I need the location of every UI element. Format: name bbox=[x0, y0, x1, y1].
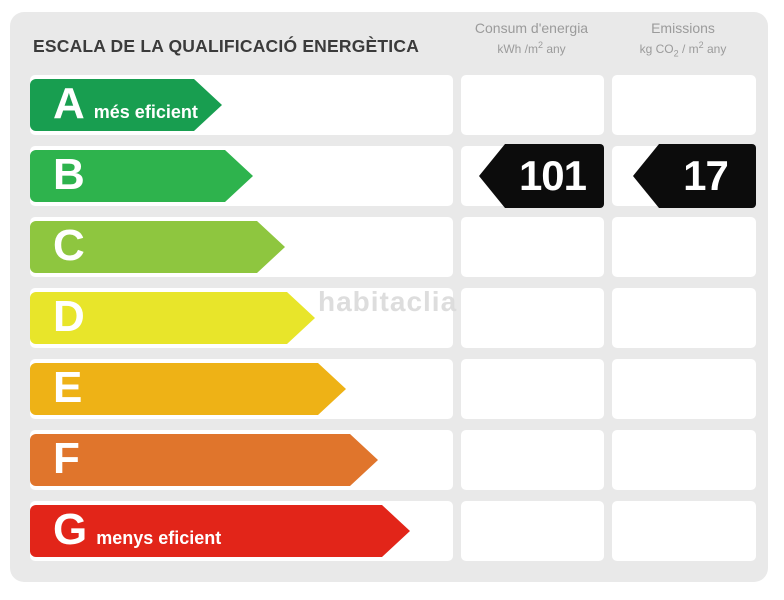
rating-row: E bbox=[30, 359, 756, 419]
rating-arrow: B bbox=[30, 150, 253, 202]
emissions-cell bbox=[612, 430, 756, 490]
consum-value: 101 bbox=[518, 152, 587, 199]
rating-arrow: D bbox=[30, 292, 315, 344]
rating-letter: B bbox=[53, 150, 85, 199]
rating-arrow: F bbox=[30, 434, 378, 486]
rating-row: F bbox=[30, 430, 756, 490]
emissions-cell bbox=[612, 75, 756, 135]
consum-cell bbox=[461, 430, 604, 490]
rating-arrow: A més eficient bbox=[30, 79, 222, 131]
consum-cell bbox=[461, 75, 604, 135]
emissions-cell bbox=[612, 359, 756, 419]
rating-bar-strip: D bbox=[30, 288, 453, 348]
rating-row: G menys eficient bbox=[30, 501, 756, 561]
rating-arrow: E bbox=[30, 363, 346, 415]
rating-bar-label: menys eficient bbox=[96, 528, 222, 548]
column-header-consum: Consum d'energia kWh /m2 any bbox=[460, 20, 603, 56]
emissions-value-tag: 17 bbox=[633, 144, 756, 208]
column-header-emissions: Emissions kg CO2 / m2 any bbox=[611, 20, 755, 58]
rating-row: C bbox=[30, 217, 756, 277]
page-title: ESCALA DE LA QUALIFICACIÓ ENERGÈTICA bbox=[33, 36, 420, 56]
emissions-cell bbox=[612, 217, 756, 277]
consum-cell: 101 bbox=[461, 144, 604, 208]
consum-cell bbox=[461, 359, 604, 419]
rating-letter: C bbox=[53, 221, 85, 270]
emissions-cell bbox=[612, 288, 756, 348]
consum-cell bbox=[461, 288, 604, 348]
ratings-rows: A més eficient B 101 17 bbox=[30, 75, 756, 561]
rating-bar-strip: G menys eficient bbox=[30, 501, 453, 561]
consum-cell bbox=[461, 217, 604, 277]
rating-bar-strip: B bbox=[30, 146, 453, 206]
emissions-header-unit: kg CO2 / m2 any bbox=[639, 40, 727, 59]
rating-letter: F bbox=[53, 434, 80, 483]
rating-letter: G bbox=[53, 505, 88, 554]
emissions-value: 17 bbox=[683, 152, 729, 199]
rating-bar-strip: E bbox=[30, 359, 453, 419]
rating-row: B 101 17 bbox=[30, 144, 756, 208]
consum-cell bbox=[461, 501, 604, 561]
rating-letter: D bbox=[53, 292, 85, 341]
rating-row: D bbox=[30, 288, 756, 348]
consum-value-tag: 101 bbox=[479, 144, 604, 208]
emissions-cell bbox=[612, 501, 756, 561]
rating-arrow: G menys eficient bbox=[30, 505, 410, 557]
watermark: habitaclia bbox=[318, 286, 458, 317]
consum-header-label: Consum d'energia bbox=[474, 20, 589, 36]
emissions-cell: 17 bbox=[612, 144, 756, 208]
rating-bar-strip: A més eficient bbox=[30, 75, 453, 135]
energy-scale-panel: ESCALA DE LA QUALIFICACIÓ ENERGÈTICA Con… bbox=[10, 12, 768, 582]
emissions-header-label: Emissions bbox=[651, 20, 715, 36]
rating-arrow: C bbox=[30, 221, 285, 273]
rating-bar-strip: C bbox=[30, 217, 453, 277]
rating-letter: E bbox=[53, 363, 83, 412]
rating-letter: A bbox=[53, 79, 85, 128]
rating-row: A més eficient bbox=[30, 75, 756, 135]
rating-bar-label: més eficient bbox=[93, 102, 198, 122]
rating-bar-strip: F bbox=[30, 430, 453, 490]
consum-header-unit: kWh /m2 any bbox=[497, 40, 566, 56]
